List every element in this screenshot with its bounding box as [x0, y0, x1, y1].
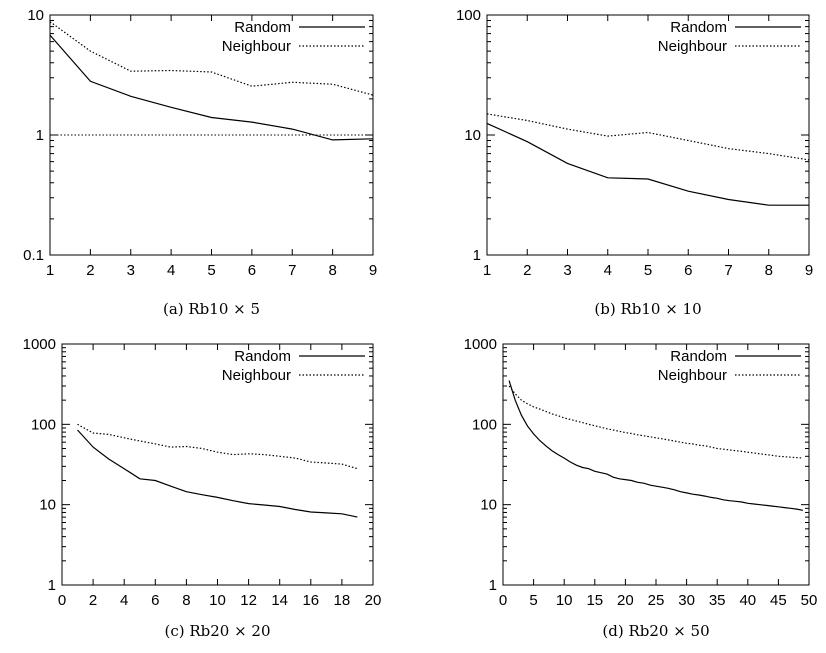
x-tick-label: 18 — [334, 592, 351, 609]
x-tick-label: 8 — [182, 592, 190, 609]
legend-label-random: Random — [670, 348, 727, 365]
chart-caption: (b) Rb10 × 10 — [594, 300, 701, 318]
plot-frame — [502, 343, 810, 586]
x-tick-label: 9 — [369, 262, 377, 279]
x-tick-label: 20 — [365, 592, 382, 609]
series-line-neighbour — [508, 385, 803, 459]
x-tick-label: 6 — [151, 592, 159, 609]
x-tick-label: 35 — [709, 592, 726, 609]
x-tick-label: 7 — [288, 262, 296, 279]
series-line-random — [77, 429, 358, 518]
x-tick-label: 14 — [271, 592, 288, 609]
y-tick-label: 1 — [48, 577, 56, 594]
y-tick-label: 10 — [39, 497, 56, 514]
y-tick-label: 0.1 — [23, 247, 44, 264]
x-tick-label: 15 — [586, 592, 603, 609]
y-tick-label: 1000 — [464, 336, 497, 353]
x-tick-label: 7 — [724, 262, 732, 279]
y-tick-label: 100 — [456, 7, 481, 24]
legend-label-neighbour: Neighbour — [658, 38, 727, 55]
chart-caption: (a) Rb10 × 5 — [163, 300, 260, 318]
x-tick-label: 50 — [801, 592, 818, 609]
x-tick-label: 6 — [684, 262, 692, 279]
x-tick-label: 30 — [678, 592, 695, 609]
x-tick-label: 8 — [328, 262, 336, 279]
x-tick-label: 2 — [86, 262, 94, 279]
x-tick-label: 0 — [499, 592, 507, 609]
series-line-random — [486, 122, 809, 206]
x-tick-label: 3 — [127, 262, 135, 279]
x-tick-label: 4 — [604, 262, 612, 279]
y-tick-label: 1 — [489, 577, 497, 594]
chart-caption: (d) Rb20 × 50 — [602, 622, 709, 640]
x-tick-label: 10 — [556, 592, 573, 609]
x-tick-label: 20 — [617, 592, 634, 609]
x-tick-label: 4 — [120, 592, 128, 609]
x-tick-label: 5 — [207, 262, 215, 279]
x-tick-label: 45 — [770, 592, 787, 609]
legend-label-neighbour: Neighbour — [658, 367, 727, 384]
y-tick-label: 100 — [472, 416, 497, 433]
series-line-neighbour — [486, 113, 810, 161]
y-tick-label: 100 — [31, 416, 56, 433]
x-tick-label: 1 — [483, 262, 491, 279]
series-line-random — [49, 34, 374, 141]
x-tick-label: 5 — [644, 262, 652, 279]
plot-frame — [486, 14, 810, 256]
series-line-neighbour — [77, 423, 358, 470]
legend-label-random: Random — [234, 19, 291, 36]
chart-panel-2: 1 2 3 4 5 6 7 8 9 1 10 100 Random Neighbour (b) Rb10 ×… — [456, 7, 813, 318]
y-tick-label: 10 — [464, 127, 481, 144]
x-tick-label: 0 — [58, 592, 66, 609]
series-line-neighbour — [49, 21, 374, 96]
x-tick-label: 2 — [523, 262, 531, 279]
y-tick-label: 1000 — [23, 336, 56, 353]
x-tick-label: 25 — [648, 592, 665, 609]
legend-label-random: Random — [670, 19, 727, 36]
x-tick-label: 12 — [240, 592, 257, 609]
plot-frame — [61, 343, 374, 586]
chart-caption: (c) Rb20 × 20 — [164, 622, 270, 640]
y-tick-label: 10 — [480, 497, 497, 514]
y-tick-label: 10 — [27, 7, 44, 24]
y-tick-label: 1 — [36, 127, 44, 144]
chart-panel-4: 0 5 10 15 20 25 30 35 40 45 50 1 10 100 1000 Random Neig… — [464, 336, 818, 640]
x-tick-label: 5 — [529, 592, 537, 609]
x-tick-label: 4 — [167, 262, 175, 279]
x-tick-label: 8 — [765, 262, 773, 279]
legend-label-neighbour: Neighbour — [222, 367, 291, 384]
x-tick-label: 6 — [248, 262, 256, 279]
x-tick-label: 2 — [89, 592, 97, 609]
x-tick-label: 16 — [302, 592, 319, 609]
chart-panel-3: 0 2 4 6 8 10 12 14 16 18 20 1 10 100 1000 Random Neighbo… — [23, 336, 382, 640]
legend-label-neighbour: Neighbour — [222, 38, 291, 55]
x-tick-label: 1 — [46, 262, 54, 279]
x-tick-label: 40 — [739, 592, 756, 609]
series-line-random — [508, 380, 804, 511]
x-tick-label: 9 — [805, 262, 813, 279]
x-tick-label: 10 — [209, 592, 226, 609]
x-tick-label: 3 — [563, 262, 571, 279]
legend-label-random: Random — [234, 348, 291, 365]
y-tick-label: 1 — [473, 247, 481, 264]
